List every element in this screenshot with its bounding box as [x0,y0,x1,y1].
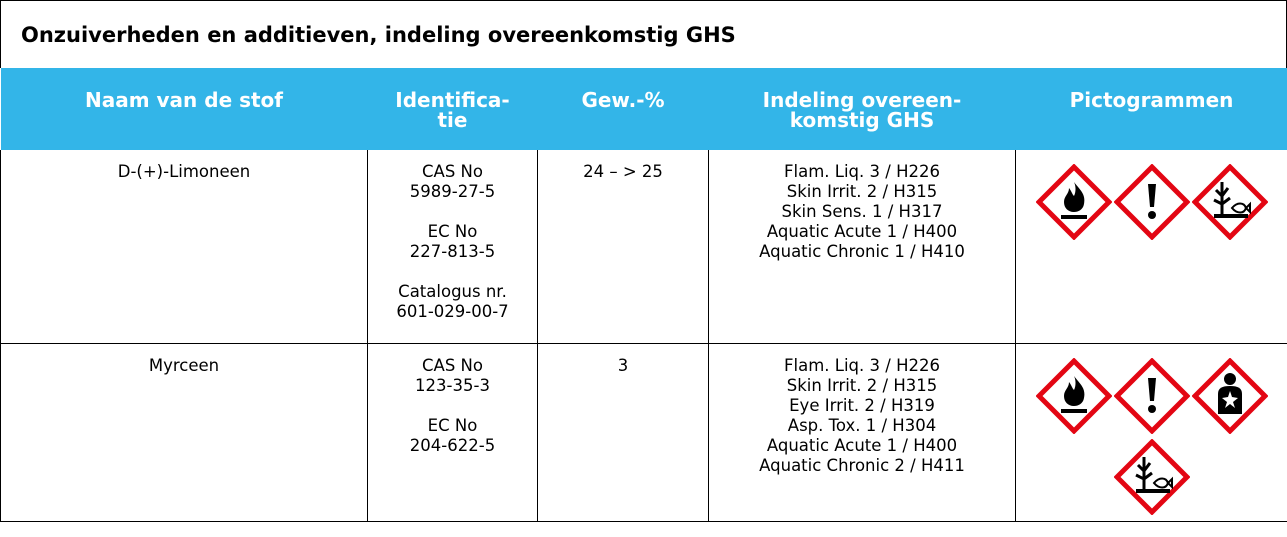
header-row: Naam van de stof Identifica-tie Gew.-% Inde… [0,68,1287,150]
id-group: EC No 227-813-5 [369,222,536,262]
id-line: 123-35-3 [415,376,490,395]
identification: CAS No 5989-27-5 EC No 227-813-5 Catalogus n… [367,150,538,344]
class-line: Skin Irrit. 2 / H315 [786,182,938,201]
id-line: 204-622-5 [409,436,496,455]
class-line: Flam. Liq. 3 / H226 [784,162,940,181]
class-line: Flam. Liq. 3 / H226 [784,356,940,375]
id-line: 5989-27-5 [409,182,496,201]
id-line: EC No [427,222,478,241]
identification: CAS No 123-35-3 EC No 204-622-5 [367,343,538,522]
header-line: Identifica- [395,88,510,112]
id-line: Catalogus nr. [398,282,507,301]
column-header: Pictogrammen [1015,68,1287,150]
header-line: Gew.-% [581,88,665,112]
ghs-pictogram [1036,164,1112,240]
header-line: Pictogrammen [1069,88,1234,112]
class-line: Aquatic Acute 1 / H400 [766,436,958,455]
column-header: Naam van de stof [0,68,368,150]
table: Naam van de stof Identifica-tie Gew.-% Inde… [0,68,1287,522]
column-header: Indeling overeen-komstig GHS [708,68,1016,150]
classification: Flam. Liq. 3 / H226 Skin Irrit. 2 / H315 E… [708,343,1016,522]
weight: 3 [537,343,709,522]
id-group: CAS No 123-35-3 [369,356,536,396]
id-line: CAS No [422,356,483,375]
ghs-pictogram [1114,439,1190,515]
header-line: tie [437,108,468,132]
ghs-pictogram [1036,358,1112,434]
class-line: Eye Irrit. 2 / H319 [789,396,935,415]
column-header: Gew.-% [537,68,709,150]
table-row: Myrceen CAS No 123-35-3 EC No 204-622-5 3 Flam… [0,343,1287,522]
header-line: Naam van de stof [84,88,284,112]
id-line: EC No [427,416,478,435]
substance-name: Myrceen [0,343,368,522]
class-line: Skin Irrit. 2 / H315 [786,376,938,395]
class-line: Aquatic Chronic 2 / H411 [759,456,965,475]
ghs-pictogram [1114,164,1190,240]
ghs-pictogram [1114,358,1190,434]
pictograms [1015,150,1287,344]
class-line: Asp. Tox. 1 / H304 [787,416,937,435]
class-line: Aquatic Chronic 1 / H410 [759,242,965,261]
header-line: komstig GHS [789,108,935,132]
id-group: EC No 204-622-5 [369,416,536,456]
substance-name: D-(+)-Limoneen [0,150,368,344]
ghs-pictogram [1192,164,1268,240]
ghs-pictogram [1192,358,1268,434]
id-group: Catalogus nr. 601-029-00-7 [369,282,536,322]
id-line: CAS No [422,162,483,181]
weight: 24 – > 25 [537,150,709,344]
id-group: CAS No 5989-27-5 [369,162,536,202]
class-line: Skin Sens. 1 / H317 [781,202,943,221]
table-body: D-(+)-Limoneen CAS No 5989-27-5 EC No 227-81… [0,150,1287,522]
classification: Flam. Liq. 3 / H226 Skin Irrit. 2 / H315 S… [708,150,1016,344]
table-row: D-(+)-Limoneen CAS No 5989-27-5 EC No 227-81… [0,150,1287,344]
id-line: 227-813-5 [409,242,496,261]
header-line: Indeling overeen- [762,88,962,112]
id-line: 601-029-00-7 [396,302,509,321]
class-line: Aquatic Acute 1 / H400 [766,222,958,241]
pictograms [1015,343,1287,522]
column-header: Identifica-tie [367,68,538,150]
title: Onzuiverheden en additieven, indeling ov… [0,0,1287,68]
